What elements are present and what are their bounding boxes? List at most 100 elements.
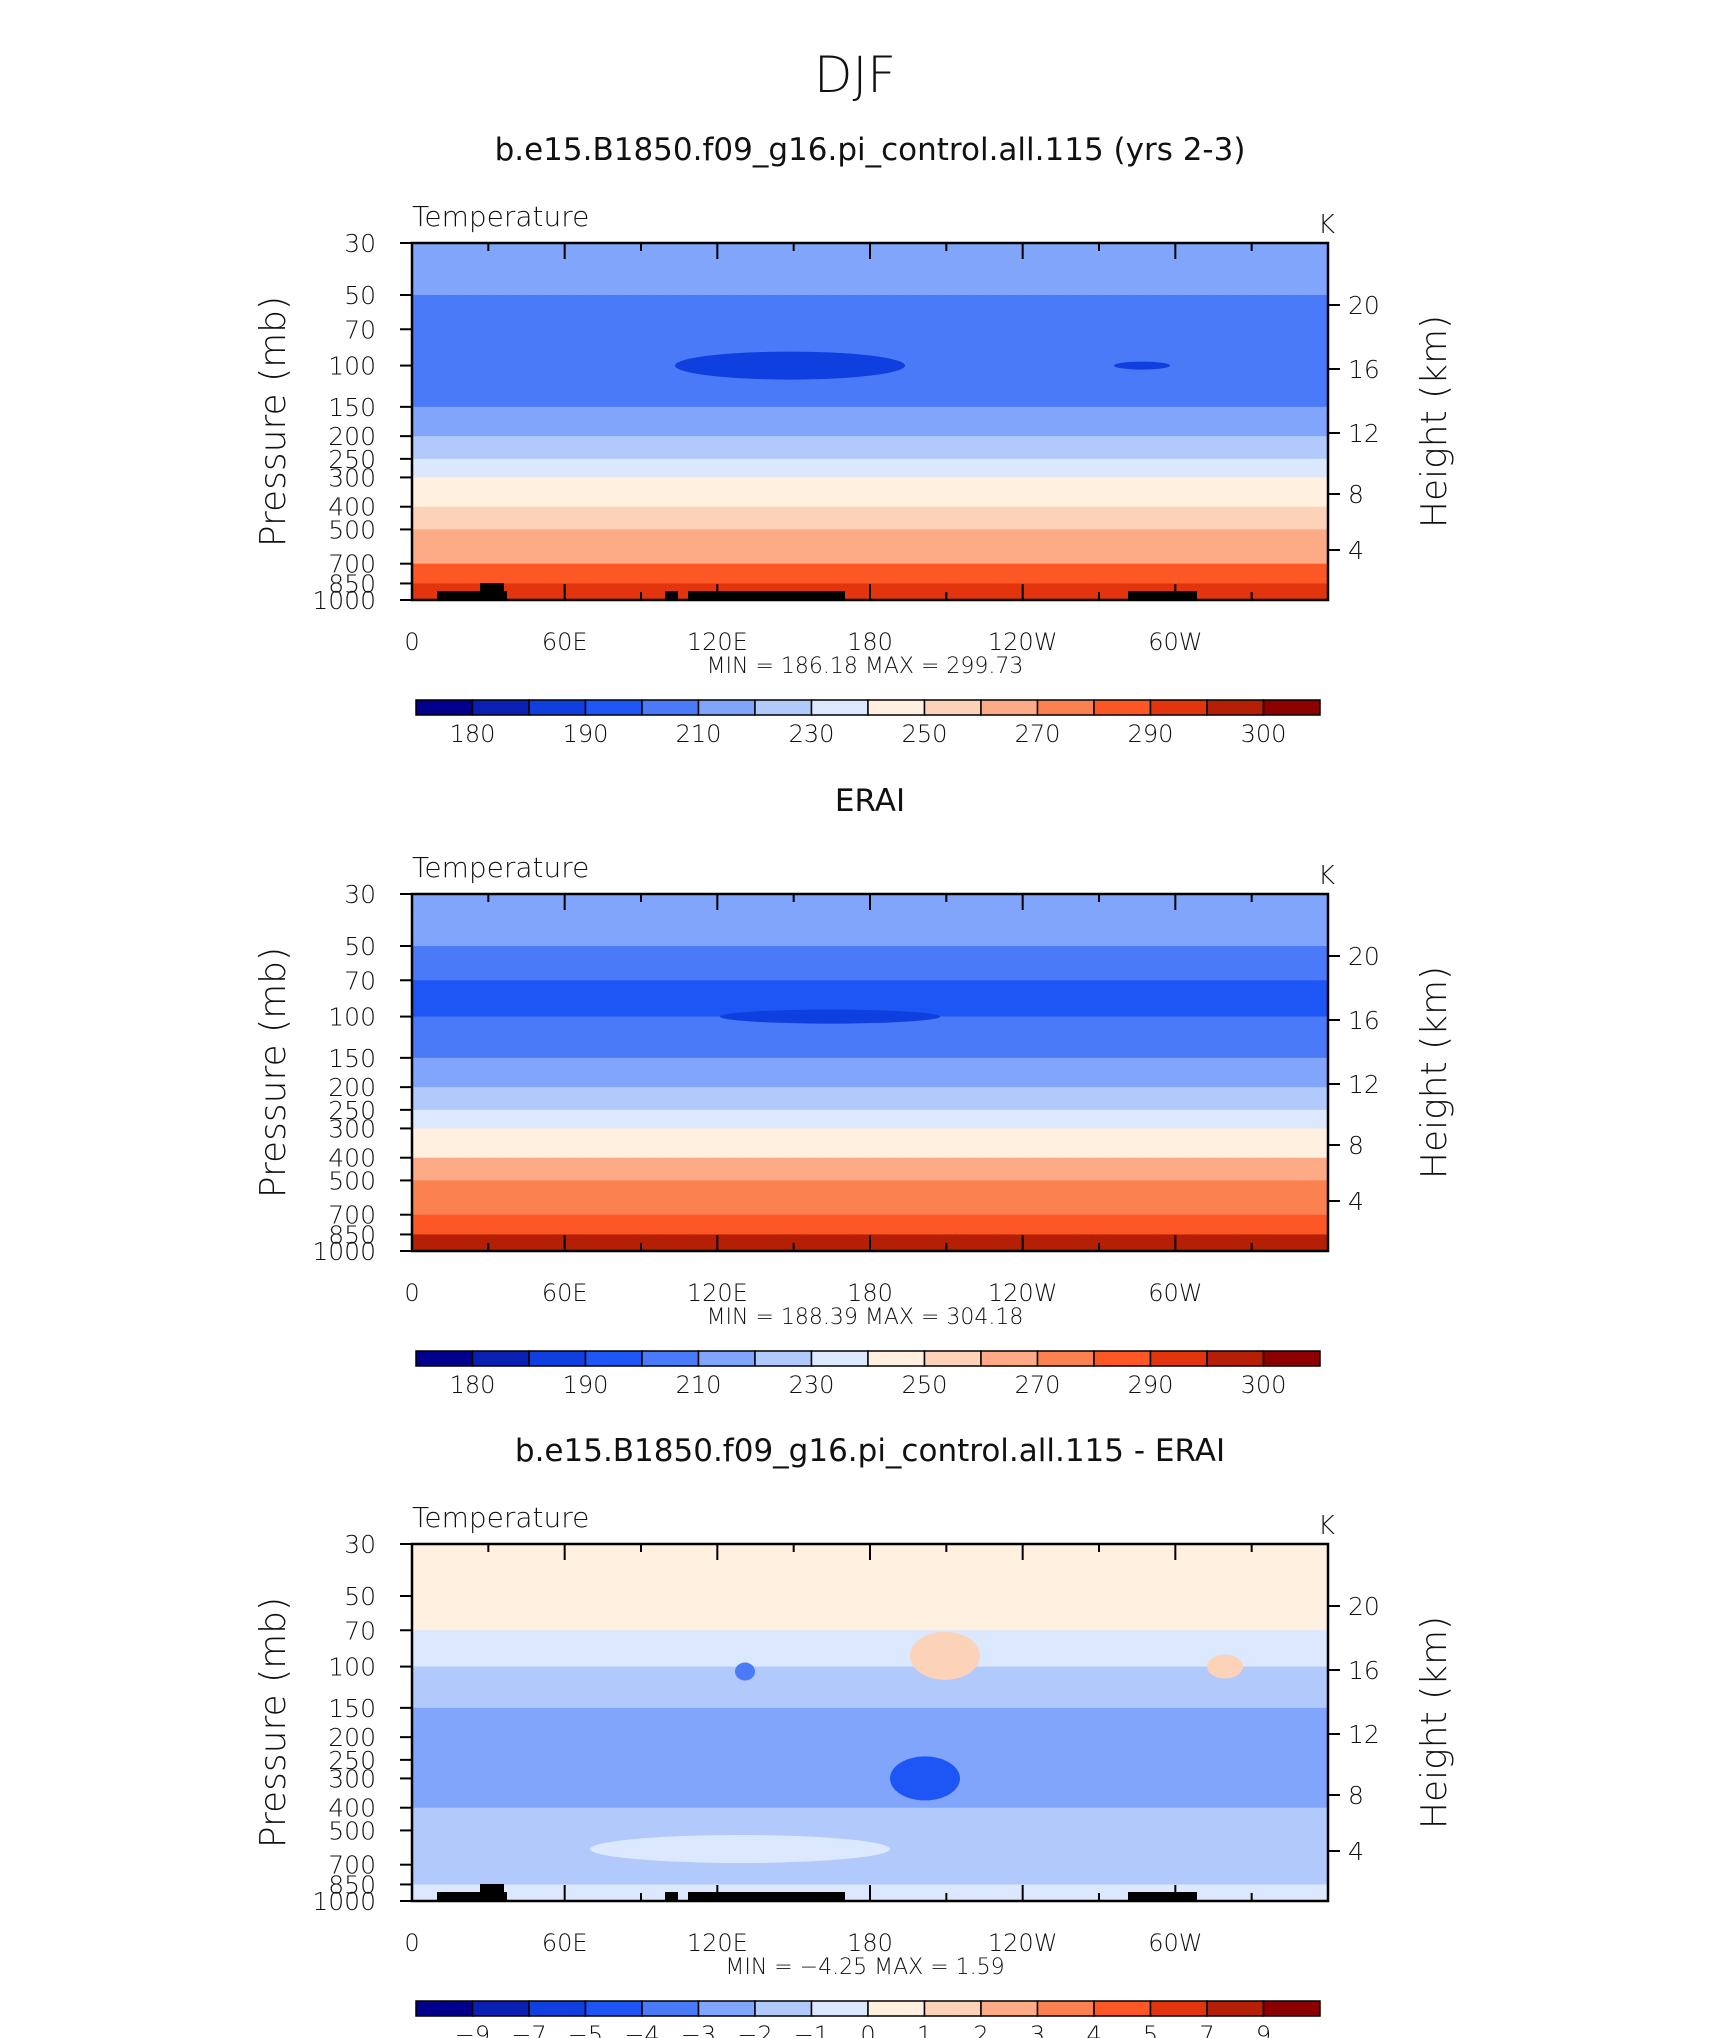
colorbar-label: 7 <box>1199 2021 1214 2038</box>
stats-line: MIN = 186.18 MAX = 299.73 <box>707 654 1024 679</box>
panels: b.e15.B1850.f09_g16.pi_control.all.115 (… <box>253 132 1455 2038</box>
colorbar-cell <box>1262 699 1321 716</box>
cold-core <box>1114 361 1170 370</box>
y-tick-label: 50 <box>344 281 376 310</box>
variable-label: Temperature <box>412 200 589 233</box>
y2-axis-title: Height (km) <box>1414 966 1455 1179</box>
colorbar-cell <box>641 2000 700 2017</box>
topography <box>665 591 678 600</box>
colorbar-label: 5 <box>1143 2021 1158 2038</box>
colorbar-cell <box>867 2000 926 2017</box>
topography <box>665 1892 678 1901</box>
stats-line: MIN = 188.39 MAX = 304.18 <box>707 1305 1024 1330</box>
x-tick-label: 120W <box>988 628 1058 656</box>
colorbar-cell <box>528 1350 587 1367</box>
colorbar-label: 210 <box>676 720 722 748</box>
topography <box>480 1884 504 1901</box>
colorbar-label: −5 <box>568 2021 603 2038</box>
field-band <box>412 436 1328 460</box>
field-band <box>412 1807 1328 1832</box>
colorbar-cell <box>471 699 530 716</box>
colorbar-cell <box>584 1350 643 1367</box>
colorbar-cell <box>1149 699 1208 716</box>
topography <box>437 1892 507 1901</box>
figure-title: DJF <box>814 46 896 104</box>
colorbar-cell <box>754 1350 813 1367</box>
field-band <box>412 946 1328 981</box>
y2-tick-label: 12 <box>1348 1070 1380 1099</box>
colorbar-label: −4 <box>624 2021 659 2038</box>
colorbar-label: 270 <box>1015 1371 1061 1399</box>
colorbar-cell <box>980 699 1039 716</box>
colorbar-cell <box>923 2000 982 2017</box>
field-band <box>412 1016 1328 1059</box>
y-tick-label: 200 <box>328 1073 376 1102</box>
colorbar-cell <box>528 699 587 716</box>
y-tick-label: 700 <box>328 1201 376 1230</box>
y-tick-label: 400 <box>328 1794 376 1823</box>
colorbar-cell <box>415 1350 474 1367</box>
field-band <box>412 1109 1328 1130</box>
x-tick-label: 60W <box>1148 628 1202 656</box>
field-band <box>412 406 1328 437</box>
y2-tick-label: 16 <box>1348 1006 1380 1035</box>
x-tick-label: 60W <box>1148 1929 1202 1957</box>
colorbar-label: 290 <box>1128 720 1174 748</box>
y-tick-label: 1000 <box>312 1887 376 1916</box>
y-tick-label: 400 <box>328 493 376 522</box>
colorbar-cell <box>1262 2000 1321 2017</box>
field-band <box>412 1157 1328 1182</box>
colorbar-cell <box>1149 2000 1208 2017</box>
field-band <box>412 1778 1328 1809</box>
topography <box>437 591 507 600</box>
y-axis-title: Pressure (mb) <box>253 947 294 1198</box>
x-tick-label: 60E <box>542 1929 588 1957</box>
colorbar-cell <box>810 1350 869 1367</box>
colorbar-cell <box>1036 1350 1095 1367</box>
colorbar-cell <box>867 699 926 716</box>
x-tick-label: 60E <box>542 1279 588 1307</box>
y2-tick-label: 8 <box>1348 1781 1364 1810</box>
colorbar-label: 1 <box>917 2021 932 2038</box>
y2-tick-label: 4 <box>1348 1187 1364 1216</box>
x-tick-label: 0 <box>404 628 419 656</box>
y2-axis-title: Height (km) <box>1414 315 1455 528</box>
colorbar-cell <box>1206 1350 1265 1367</box>
y2-tick-label: 16 <box>1348 1656 1380 1685</box>
y-tick-label: 70 <box>344 1616 376 1645</box>
colorbar-cell <box>1036 699 1095 716</box>
x-tick-label: 60E <box>542 628 588 656</box>
field-band <box>412 563 1328 585</box>
warm-blob <box>910 1631 980 1680</box>
colorbar-label: −7 <box>511 2021 546 2038</box>
y-tick-label: 400 <box>328 1144 376 1173</box>
colorbar-cell <box>980 1350 1039 1367</box>
colorbar-label: 250 <box>902 720 948 748</box>
field-band <box>412 506 1328 531</box>
field-band <box>412 1057 1328 1088</box>
colorbar-cell <box>641 1350 700 1367</box>
y-tick-label: 250 <box>328 1746 376 1775</box>
colorbar-label: 180 <box>450 1371 496 1399</box>
y2-tick-label: 12 <box>1348 419 1380 448</box>
y-tick-label: 1000 <box>312 1237 376 1266</box>
colorbar-cell <box>697 2000 756 2017</box>
colorbar-label: −1 <box>794 2021 829 2038</box>
x-tick-label: 60W <box>1148 1279 1202 1307</box>
topography <box>1128 1892 1197 1901</box>
y-tick-label: 50 <box>344 1582 376 1611</box>
colorbar-cell <box>528 2000 587 2017</box>
stats-line: MIN = −4.25 MAX = 1.59 <box>725 1955 1004 1980</box>
colorbar-cell <box>1206 699 1265 716</box>
colorbar-cell <box>415 699 474 716</box>
colorbar-cell <box>923 699 982 716</box>
colorbar-label: 300 <box>1241 720 1287 748</box>
panel-title: b.e15.B1850.f09_g16.pi_control.all.115 (… <box>495 132 1246 168</box>
y2-tick-label: 20 <box>1348 1592 1380 1621</box>
y-tick-label: 70 <box>344 315 376 344</box>
colorbar-label: 190 <box>563 1371 609 1399</box>
field-band <box>412 477 1328 508</box>
colorbar-cell <box>1036 2000 1095 2017</box>
field-band <box>412 1128 1328 1159</box>
x-tick-label: 120E <box>687 1929 748 1957</box>
